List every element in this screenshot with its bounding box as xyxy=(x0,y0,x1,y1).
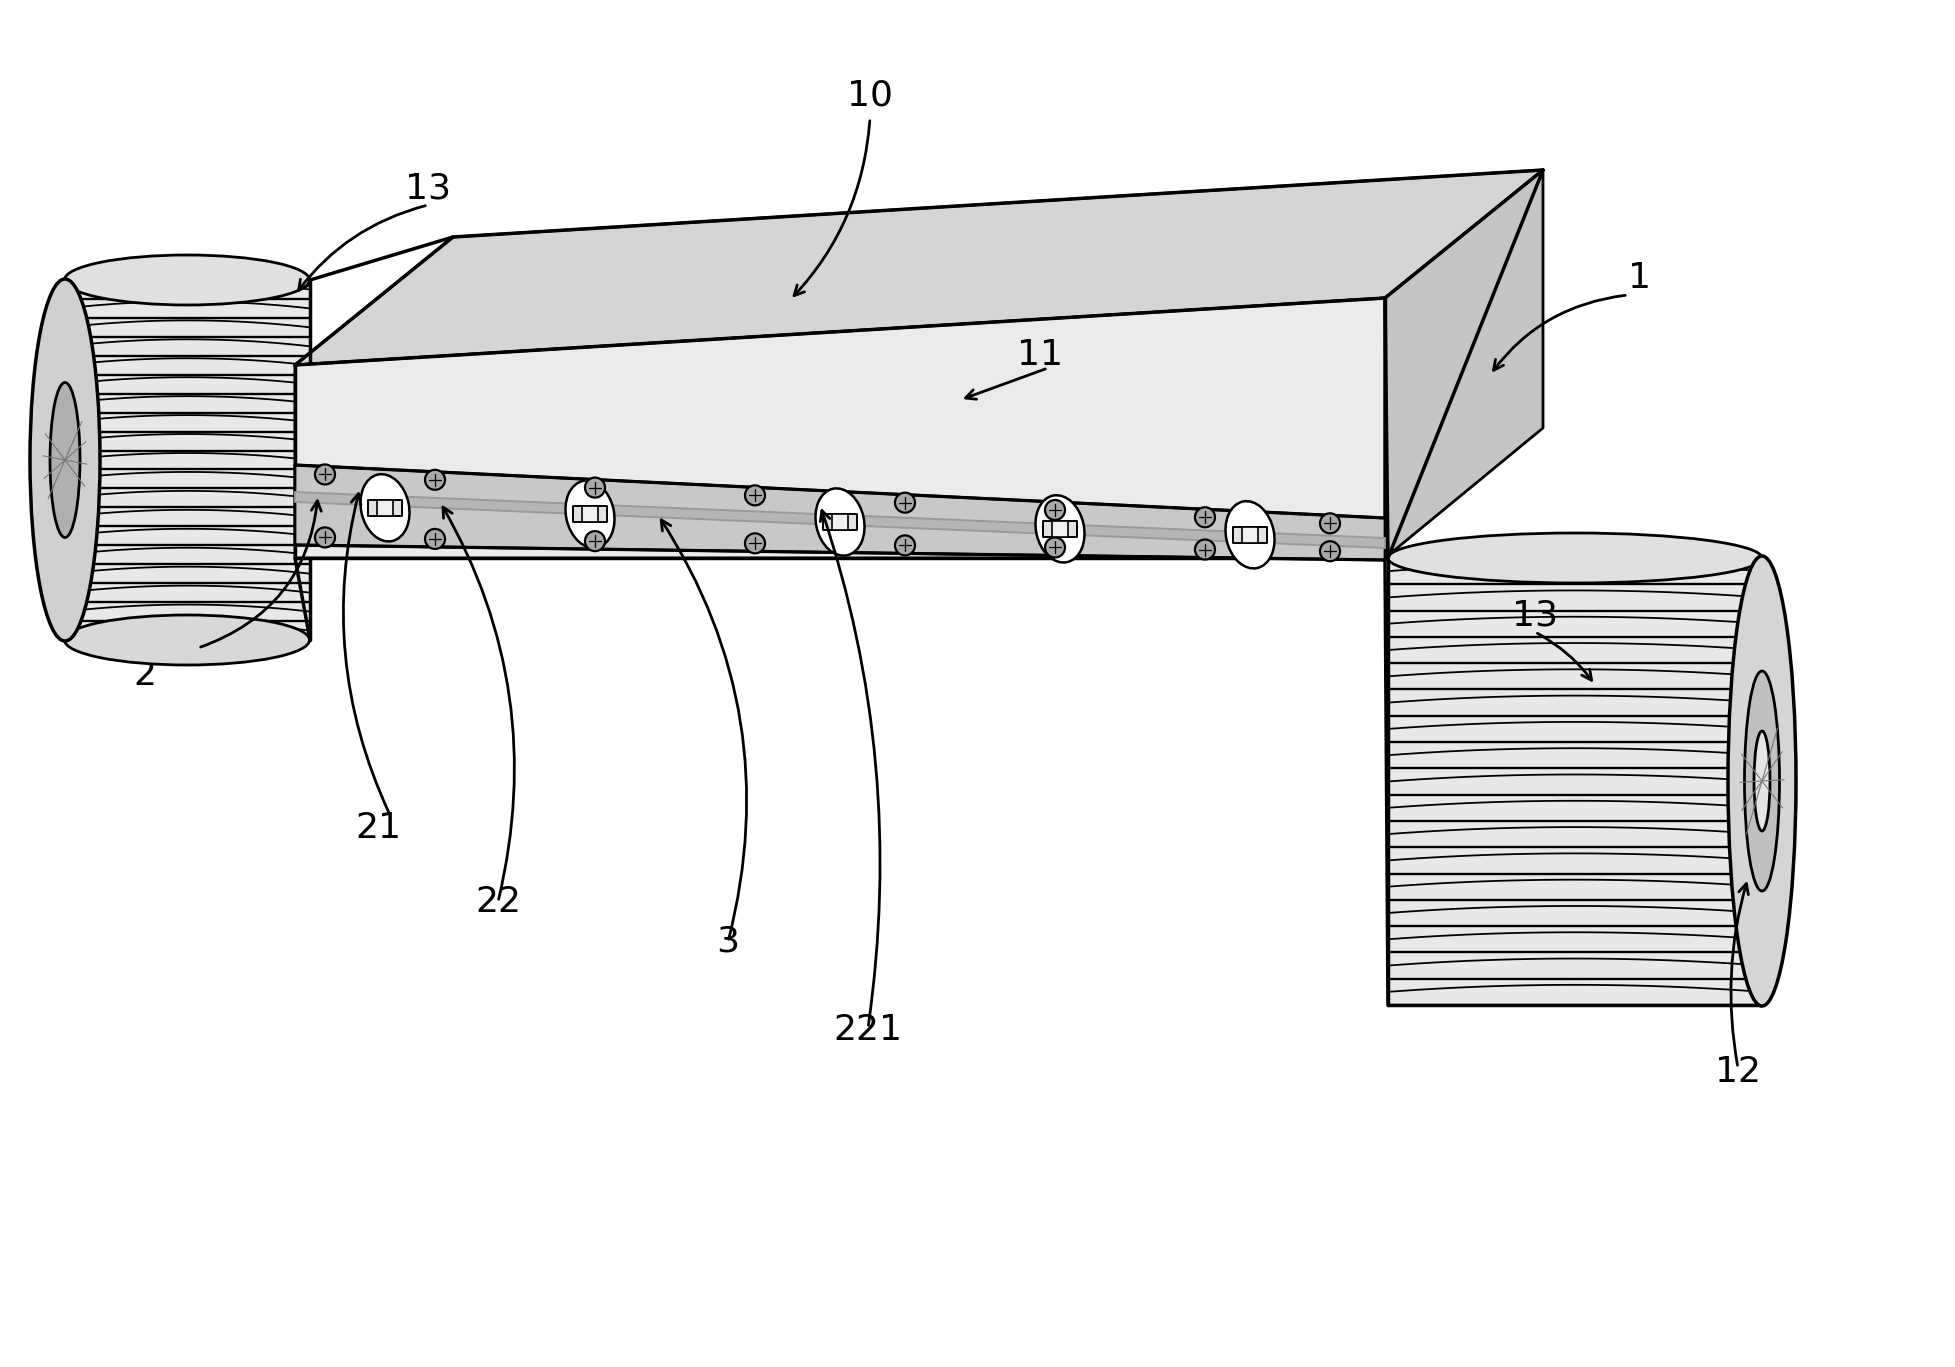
Polygon shape xyxy=(295,492,1384,548)
Ellipse shape xyxy=(585,477,604,498)
Polygon shape xyxy=(295,298,1384,558)
Ellipse shape xyxy=(51,383,80,537)
Ellipse shape xyxy=(1388,533,1761,582)
Ellipse shape xyxy=(1754,731,1769,831)
Polygon shape xyxy=(831,514,848,530)
Ellipse shape xyxy=(424,470,446,489)
Text: 13: 13 xyxy=(1511,597,1558,632)
Ellipse shape xyxy=(1320,514,1339,533)
Ellipse shape xyxy=(745,485,764,506)
Polygon shape xyxy=(65,280,309,640)
Polygon shape xyxy=(295,465,1384,560)
Polygon shape xyxy=(823,514,856,530)
Ellipse shape xyxy=(315,528,334,547)
Polygon shape xyxy=(1042,521,1077,537)
Polygon shape xyxy=(1388,558,1761,1005)
Polygon shape xyxy=(583,506,598,522)
Text: 1: 1 xyxy=(1629,261,1650,295)
Ellipse shape xyxy=(65,256,309,305)
Ellipse shape xyxy=(1044,537,1064,558)
Ellipse shape xyxy=(1195,507,1214,528)
Text: 12: 12 xyxy=(1715,1055,1760,1089)
Ellipse shape xyxy=(1726,556,1795,1006)
Polygon shape xyxy=(573,506,606,522)
Ellipse shape xyxy=(1744,671,1779,891)
Ellipse shape xyxy=(424,529,446,550)
Polygon shape xyxy=(368,500,403,515)
FancyArrowPatch shape xyxy=(201,500,321,647)
Text: 2: 2 xyxy=(133,658,156,692)
Ellipse shape xyxy=(895,536,915,555)
Ellipse shape xyxy=(1320,541,1339,562)
Text: 221: 221 xyxy=(833,1013,901,1047)
Ellipse shape xyxy=(895,492,915,513)
Text: 21: 21 xyxy=(354,811,401,845)
Polygon shape xyxy=(377,500,393,515)
Polygon shape xyxy=(1232,526,1267,543)
Text: 3: 3 xyxy=(716,925,739,960)
Ellipse shape xyxy=(1195,540,1214,559)
Ellipse shape xyxy=(65,615,309,664)
Ellipse shape xyxy=(1034,495,1083,562)
Ellipse shape xyxy=(29,279,100,641)
Text: 11: 11 xyxy=(1017,338,1062,372)
Polygon shape xyxy=(1384,170,1542,558)
Ellipse shape xyxy=(315,465,334,484)
Ellipse shape xyxy=(1226,502,1275,569)
Ellipse shape xyxy=(585,532,604,551)
Text: 22: 22 xyxy=(475,884,520,919)
Ellipse shape xyxy=(745,533,764,554)
Polygon shape xyxy=(1241,526,1257,543)
Ellipse shape xyxy=(565,481,614,548)
Ellipse shape xyxy=(1044,500,1064,519)
Polygon shape xyxy=(1052,521,1067,537)
Text: 13: 13 xyxy=(405,171,452,205)
Ellipse shape xyxy=(815,488,864,555)
Ellipse shape xyxy=(360,474,409,541)
Polygon shape xyxy=(295,170,1542,365)
Text: 10: 10 xyxy=(847,78,893,112)
